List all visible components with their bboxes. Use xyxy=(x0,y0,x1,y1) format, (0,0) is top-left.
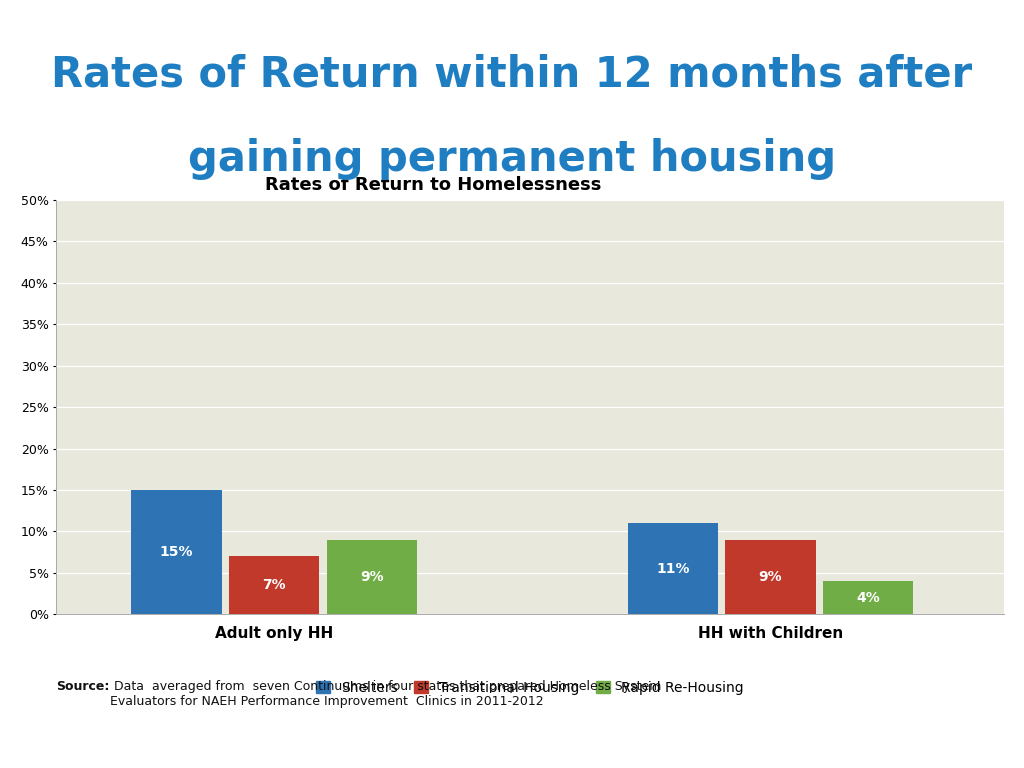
Text: gaining permanent housing: gaining permanent housing xyxy=(188,138,836,180)
Text: 11%: 11% xyxy=(656,561,689,576)
Bar xyxy=(327,540,417,614)
Text: Rates of Return within 12 months after: Rates of Return within 12 months after xyxy=(51,54,973,96)
Text: Data  averaged from  seven Continuums in four states that prepared Homeless Syst: Data averaged from seven Continuums in f… xyxy=(110,680,660,707)
Bar xyxy=(725,540,815,614)
Text: 15%: 15% xyxy=(160,545,194,559)
Legend: Shelters, Transitional Housing, Rapid Re-Housing: Shelters, Transitional Housing, Rapid Re… xyxy=(310,675,750,700)
Bar xyxy=(628,523,718,614)
Text: Rates of Return to Homelessness: Rates of Return to Homelessness xyxy=(264,176,601,194)
Bar xyxy=(131,490,222,614)
Bar xyxy=(229,556,319,614)
Text: Source:: Source: xyxy=(56,680,110,693)
Text: 9%: 9% xyxy=(360,570,384,584)
Text: 9%: 9% xyxy=(759,570,782,584)
Text: 7%: 7% xyxy=(262,578,286,592)
Bar xyxy=(823,581,913,614)
Text: 4%: 4% xyxy=(856,591,880,605)
